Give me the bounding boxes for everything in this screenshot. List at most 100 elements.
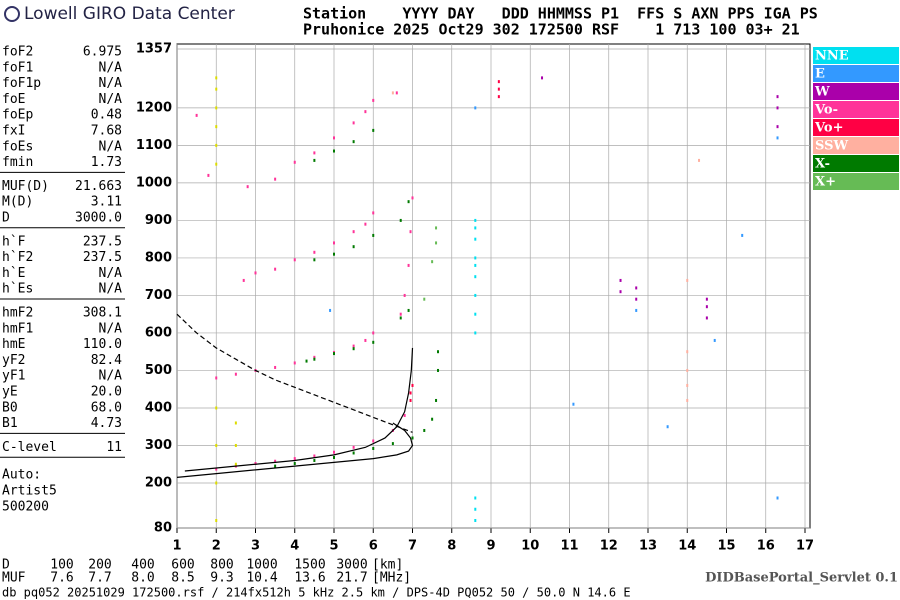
muf-value: 9.3 — [210, 571, 233, 586]
echo-point — [411, 196, 414, 200]
param-value: 82.4 — [91, 353, 122, 368]
echo-point — [776, 136, 779, 140]
echo-point — [333, 352, 335, 356]
echo-point — [234, 462, 237, 466]
echo-point — [293, 457, 296, 461]
y-tick-label: 400 — [145, 400, 172, 415]
model-curve — [184, 347, 414, 472]
echo-point — [313, 454, 316, 458]
echo-point — [372, 331, 375, 335]
distance-value: 200 — [88, 558, 111, 573]
echo-point — [313, 158, 316, 162]
echo-point — [776, 95, 779, 99]
legend-swatch — [813, 47, 899, 64]
echo-point — [619, 278, 622, 282]
echo-point — [293, 160, 296, 164]
param-label: foEs — [2, 139, 33, 154]
param-value: 4.73 — [91, 416, 122, 431]
echo-point — [215, 518, 218, 522]
echo-point — [474, 256, 477, 260]
x-tick-label: 2 — [212, 539, 221, 554]
echo-point — [431, 417, 434, 421]
echo-point — [391, 442, 394, 446]
echo-point — [274, 177, 277, 181]
unit: [km] — [372, 558, 403, 573]
y-tick-label: 800 — [145, 250, 172, 265]
y-tick-label: 900 — [145, 213, 172, 228]
distance-value: 3000 — [336, 558, 367, 573]
y-tick-label: 700 — [145, 288, 172, 303]
echo-point — [409, 398, 412, 402]
param-value: 237.5 — [83, 234, 122, 249]
param-value: N/A — [99, 266, 123, 281]
echo-point — [635, 297, 638, 301]
echo-point — [776, 496, 779, 500]
param-label: foF1p — [2, 76, 41, 91]
echo-point — [352, 451, 355, 455]
echo-point — [313, 357, 316, 361]
echo-point — [407, 263, 410, 267]
echo-point — [313, 258, 316, 262]
echo-point — [474, 293, 477, 297]
distance-value: 1000 — [246, 558, 277, 573]
echo-point — [435, 241, 438, 245]
echo-point — [313, 355, 316, 359]
x-tick-label: 5 — [329, 539, 338, 554]
muf-value: 10.4 — [246, 571, 277, 586]
echo-point — [619, 290, 622, 294]
legend-label: SSW — [815, 139, 848, 154]
param-value: 11 — [106, 440, 122, 455]
param-value: 0.48 — [91, 108, 122, 123]
echo-point — [686, 383, 689, 387]
x-tick-label: 9 — [486, 539, 495, 554]
echo-point — [372, 128, 375, 132]
echo-point — [686, 278, 689, 282]
echo-point — [333, 149, 335, 153]
y-tick-label: 300 — [145, 438, 172, 453]
echo-point — [423, 428, 426, 432]
echo-point — [313, 458, 316, 462]
echo-point — [497, 80, 500, 84]
x-tick-label: 16 — [757, 539, 775, 554]
echo-point — [215, 443, 218, 447]
echo-point — [352, 230, 355, 234]
unit: [MHz] — [372, 571, 411, 586]
echo-point — [474, 507, 477, 511]
echo-point — [403, 413, 406, 417]
y-tick-label: 1357 — [136, 42, 172, 57]
param-value: N/A — [99, 282, 123, 297]
param-label: hmF2 — [2, 306, 33, 321]
footer-credit: DIDBasePortal_Servlet 0.1 — [705, 571, 898, 586]
echo-point — [254, 271, 257, 275]
param-value: 21.663 — [75, 179, 122, 194]
echo-point — [215, 87, 218, 91]
legend-label: Vo- — [814, 103, 838, 118]
x-tick-label: 7 — [408, 539, 417, 554]
param-label: D — [2, 211, 10, 226]
echo-point — [474, 312, 477, 316]
echo-point — [435, 226, 438, 230]
param-label: foEp — [2, 108, 33, 123]
echo-point — [234, 372, 237, 376]
echo-point — [409, 391, 412, 395]
echo-point — [215, 162, 218, 166]
logo: Lowell GIRO Data Center — [4, 4, 235, 24]
param-label: yF1 — [2, 369, 25, 384]
y-tick-label: 200 — [145, 475, 172, 490]
distance-value: 800 — [210, 558, 233, 573]
param-label: hmE — [2, 337, 25, 352]
echo-point — [352, 140, 355, 144]
echo-point — [234, 421, 237, 425]
logo-text: Lowell GIRO Data Center — [24, 4, 235, 24]
echo-point — [497, 87, 500, 91]
echo-point — [274, 267, 277, 271]
echo-point — [242, 278, 245, 282]
model-curve — [176, 313, 413, 433]
param-label: foF2 — [2, 45, 33, 60]
legend-label: Vo+ — [814, 121, 843, 136]
echo-point — [329, 308, 332, 312]
y-tick-label: 1200 — [136, 100, 172, 115]
echo-point — [474, 518, 477, 522]
echo-point — [293, 258, 296, 262]
x-tick-label: 8 — [447, 539, 456, 554]
